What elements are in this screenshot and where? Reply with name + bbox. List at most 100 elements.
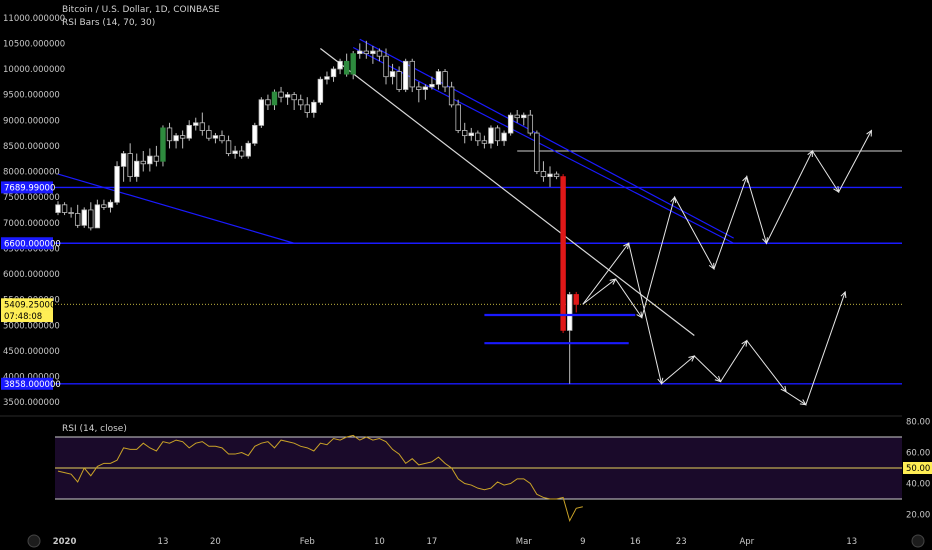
time-tick-label: 23 (676, 537, 687, 547)
candle-body (74, 213, 81, 226)
projection-arrowhead (636, 311, 643, 319)
projection-arrowhead (866, 129, 872, 137)
candle-body (573, 294, 579, 305)
candle-body (560, 176, 566, 331)
rsi-tick-label: 40.00 (906, 480, 930, 490)
price-tick-label: 9500.000000 (3, 91, 60, 101)
candle-body (127, 153, 133, 178)
candle-body (442, 71, 448, 88)
candle-body (173, 135, 179, 142)
price-tick-label: 7500.000000 (3, 193, 60, 203)
price-badge-label-0: 7689.99000 (4, 183, 55, 193)
price-badge-3 (1, 310, 53, 323)
candle-body (55, 204, 61, 213)
candle-body (383, 55, 389, 78)
candle-body (540, 171, 547, 178)
projection-path-0 (582, 130, 872, 319)
time-tick-label: Apr (739, 537, 754, 547)
price-tick-label: 4000.000000 (3, 373, 60, 383)
auto-scale-button[interactable] (911, 534, 925, 548)
trendline-3 (352, 46, 734, 244)
candle-body (193, 122, 199, 126)
candle-body (534, 132, 540, 172)
candle-body (343, 60, 350, 75)
price-badge-2 (1, 298, 53, 311)
price-badge-0 (1, 181, 53, 194)
candle-body (468, 132, 474, 137)
time-tick-label: 16 (630, 537, 641, 547)
projection-arrowhead (708, 262, 715, 270)
rsi-tick-label: 80.00 (906, 418, 930, 428)
candle-body (245, 142, 251, 157)
projection-arrowhead (714, 375, 722, 383)
time-tick-label: 20 (210, 537, 221, 547)
candle-body (225, 140, 232, 154)
candle-body (521, 114, 527, 119)
candle-body (337, 60, 343, 70)
candle-body (81, 209, 87, 226)
candle-body (501, 132, 507, 142)
candle-body (448, 86, 455, 106)
projection-arrowhead (688, 355, 696, 362)
candle-body (507, 114, 514, 134)
candle-body (324, 76, 330, 80)
candle-body (402, 60, 409, 90)
candle-body (350, 53, 356, 75)
projection-arrowhead (807, 149, 813, 158)
candle-body (409, 60, 415, 88)
candle-body (140, 160, 146, 165)
candle-body (238, 150, 245, 157)
candle-body (376, 50, 383, 57)
rsi-tick-label: 20.00 (906, 511, 930, 521)
candle-body (166, 127, 173, 142)
rsi-tick-label: 60.00 (906, 449, 930, 459)
time-tick-label: 13 (846, 537, 857, 547)
candle-body (252, 124, 258, 144)
candle-body (553, 173, 560, 178)
candle-body (298, 99, 304, 106)
candle-body (265, 99, 271, 106)
candle-body (88, 209, 94, 229)
candle-body (94, 204, 101, 229)
price-tick-label: 10000.000000 (3, 65, 65, 75)
price-tick-label: 7000.000000 (3, 219, 60, 229)
candle-body (134, 160, 140, 178)
rsi-title: RSI (14, close) (62, 424, 127, 434)
candle-body (422, 86, 429, 90)
projection-arrowhead (780, 385, 787, 393)
candle-body (317, 78, 324, 103)
price-tick-label: 4500.000000 (3, 347, 60, 357)
candle-body (186, 124, 192, 139)
projection-arrowhead (623, 242, 630, 250)
rsi-badge-label: 50.00 (906, 464, 930, 474)
projection-arrowhead (657, 377, 664, 385)
candle-body (311, 101, 317, 113)
candle-body (547, 173, 553, 178)
candle-body (114, 165, 120, 203)
candle-body (389, 71, 396, 78)
projection-arrowhead (742, 175, 748, 183)
candle-body (566, 294, 573, 331)
candle-body (429, 83, 435, 88)
candle-body (147, 155, 153, 165)
candle-body (206, 130, 212, 139)
projection-arrowhead (840, 290, 847, 298)
time-tick-label: Feb (300, 537, 315, 547)
candle-body (330, 68, 337, 78)
time-tick-label: 13 (158, 537, 169, 547)
candle-body (107, 201, 114, 208)
time-tick-label: 17 (427, 537, 438, 547)
price-tick-label: 8500.000000 (3, 142, 60, 152)
price-badge-4 (1, 377, 53, 390)
candle-body (271, 91, 278, 106)
candle-body (68, 212, 74, 214)
candle-body (284, 94, 291, 98)
zoom-button[interactable] (27, 534, 41, 548)
candle-body (435, 71, 442, 85)
trendline-1 (320, 48, 695, 336)
candle-body (370, 50, 376, 55)
rsi-line (57, 434, 583, 523)
price-tick-label: 5000.000000 (3, 321, 60, 331)
trendline-0 (57, 173, 295, 244)
